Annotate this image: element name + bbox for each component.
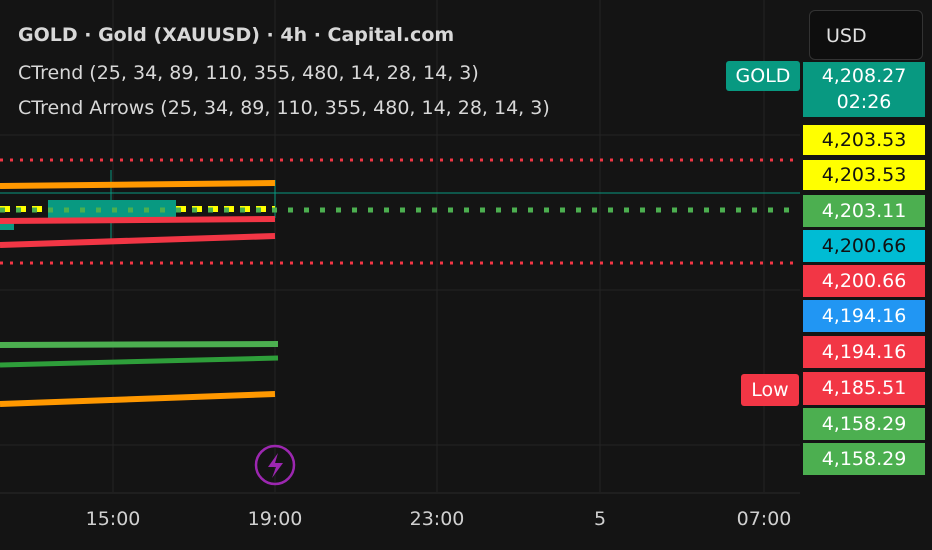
- price-text: 4,203.53: [821, 129, 907, 151]
- indicator-legend[interactable]: CTrend Arrows (25, 34, 89, 110, 355, 480…: [18, 97, 550, 119]
- price-label: 4,158.29: [803, 408, 925, 440]
- symbol-tag: GOLD: [726, 61, 800, 91]
- time-tick-label: 07:00: [736, 508, 792, 530]
- countdown: 02:26: [836, 91, 892, 113]
- price-label: 4,203.53: [803, 160, 925, 190]
- price-label: 4,158.29: [803, 443, 925, 475]
- price-text: 4,194.16: [821, 305, 907, 327]
- symbol-title: GOLD · Gold (XAUUSD) · 4h · Capital.com: [18, 24, 455, 46]
- price-text: 4,200.66: [821, 270, 907, 292]
- price-text: 4,158.29: [821, 413, 907, 435]
- time-tick-label: 5: [593, 508, 607, 530]
- price-label: 4,194.16: [803, 336, 925, 368]
- price-text: 4,194.16: [821, 341, 907, 363]
- time-tick-label: 19:00: [247, 508, 303, 530]
- price-label: 4,194.16: [803, 300, 925, 332]
- low-tag: Low: [741, 374, 799, 406]
- price-label: 4,200.66: [803, 265, 925, 297]
- price-text: 4,203.53: [821, 164, 907, 186]
- price-label: 4,185.51: [803, 372, 925, 405]
- price-text: 4,200.66: [821, 235, 907, 257]
- price-label: 4,203.11: [803, 195, 925, 227]
- price-text: 4,185.51: [821, 377, 907, 399]
- price-label: 4,200.66: [803, 230, 925, 262]
- currency-button[interactable]: USD: [809, 10, 923, 60]
- time-tick-label: 23:00: [409, 508, 465, 530]
- price-text: 4,208.27: [821, 65, 907, 87]
- indicator-legend[interactable]: CTrend (25, 34, 89, 110, 355, 480, 14, 2…: [18, 62, 479, 84]
- price-label: 4,208.27 02:26: [803, 62, 925, 117]
- price-text: 4,158.29: [821, 448, 907, 470]
- time-tick-label: 15:00: [85, 508, 141, 530]
- price-label: 4,203.53: [803, 125, 925, 155]
- price-text: 4,203.11: [821, 200, 907, 222]
